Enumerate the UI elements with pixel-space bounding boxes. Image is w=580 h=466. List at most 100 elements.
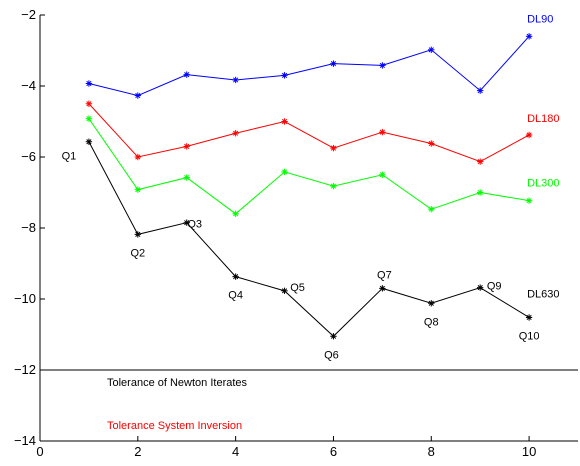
marker-stroke	[184, 174, 190, 181]
point-label: Q10	[519, 330, 540, 342]
series-dl180: DL180	[85, 100, 560, 165]
reference-lines: Tolerance of Newton Iterates Tolerance Sy…	[40, 369, 578, 442]
series-label: DL630	[527, 288, 559, 300]
marker-stroke	[135, 92, 141, 99]
point-label: Q1	[62, 151, 77, 163]
series-line	[88, 103, 530, 163]
marker-stroke	[86, 101, 92, 107]
marker-stroke	[526, 132, 532, 138]
marker-stroke	[428, 300, 434, 306]
marker-stroke	[86, 139, 92, 145]
data-point	[183, 71, 190, 78]
marker-stroke	[330, 145, 337, 151]
data-point	[379, 171, 386, 178]
x-tick-label: 6	[330, 444, 337, 459]
data-point	[379, 128, 386, 136]
data-point	[232, 273, 239, 280]
marker-stroke	[184, 72, 190, 78]
data-point	[232, 210, 239, 217]
x-tick-label: 10	[522, 444, 536, 459]
marker-stroke	[184, 220, 190, 226]
data-point	[476, 158, 484, 165]
series-label: DL90	[527, 13, 553, 25]
marker-stroke	[233, 211, 239, 217]
marker-stroke	[428, 206, 434, 212]
marker-stroke	[477, 88, 483, 94]
marker-stroke	[135, 154, 141, 160]
reference-line-label: Tolerance of Newton Iterates	[107, 377, 248, 389]
marker-stroke	[526, 33, 532, 39]
marker-stroke	[379, 172, 385, 178]
data-point	[134, 186, 142, 193]
data-point	[134, 153, 142, 161]
reference-line-label: Tolerance System Inversion	[107, 420, 242, 432]
data-point	[85, 138, 93, 145]
data-point	[281, 118, 288, 125]
marker-stroke	[233, 274, 239, 280]
y-tick-label: −14	[14, 433, 36, 448]
data-point	[428, 140, 435, 147]
y-tick-label: −2	[21, 7, 36, 22]
y-tick-label: −4	[21, 78, 36, 93]
data-point	[183, 219, 190, 226]
point-label: Q5	[290, 282, 305, 294]
marker-stroke	[526, 198, 532, 204]
y-tick-label: −8	[21, 220, 36, 235]
data-point	[85, 115, 93, 122]
axes: −14 −12 −10 −8 −6 −4 −2 0 2 4 6 8 10	[14, 7, 578, 459]
marker-stroke	[330, 61, 337, 67]
series-label: DL300	[527, 178, 559, 190]
data-point	[134, 231, 142, 238]
marker-stroke	[330, 333, 337, 339]
marker-stroke	[330, 183, 337, 189]
point-label: Q6	[324, 349, 339, 361]
data-point	[330, 60, 337, 67]
series-line	[88, 118, 530, 215]
marker-stroke	[379, 129, 385, 135]
data-point	[281, 72, 288, 79]
series-label: DL180	[527, 113, 559, 125]
data-point	[525, 197, 533, 204]
data-point	[330, 333, 337, 340]
marker-stroke	[135, 187, 141, 193]
marker-stroke	[233, 77, 239, 83]
point-label: Q8	[424, 316, 439, 328]
data-point	[428, 46, 435, 53]
data-point	[525, 33, 533, 40]
data-point	[281, 168, 288, 176]
data-point	[428, 205, 435, 213]
series-dl630: DL630	[85, 138, 560, 340]
point-label: Q7	[377, 269, 392, 281]
y-tick-label: −12	[14, 362, 36, 377]
marker-stroke	[379, 285, 385, 291]
data-point	[183, 143, 190, 150]
series-line	[88, 35, 530, 97]
data-point	[476, 189, 484, 196]
data-point	[134, 92, 142, 99]
marker-stroke	[428, 140, 434, 147]
data-point	[330, 182, 337, 190]
data-point	[525, 314, 533, 321]
point-labels: Q1 Q2 Q3 Q4 Q5 Q6 Q7 Q8 Q9 Q10	[62, 151, 540, 362]
x-tick-label: 2	[134, 444, 141, 459]
marker-stroke	[135, 231, 141, 237]
data-point	[428, 300, 435, 307]
marker-stroke	[428, 47, 434, 53]
data-point	[379, 285, 386, 292]
data-point	[476, 87, 484, 94]
marker-stroke	[477, 189, 483, 196]
data-point	[379, 62, 386, 69]
x-tick-label: 8	[428, 444, 435, 459]
marker-stroke	[526, 314, 532, 321]
marker-stroke	[379, 62, 385, 69]
data-point	[85, 100, 93, 107]
marker-stroke	[184, 143, 190, 149]
series-dl300: DL300	[85, 115, 560, 217]
x-tick-label: 0	[36, 444, 43, 459]
data-point	[232, 76, 239, 84]
y-tick-label: −6	[21, 149, 36, 164]
data-point	[232, 130, 239, 137]
data-point	[85, 80, 93, 87]
marker-stroke	[233, 130, 239, 136]
